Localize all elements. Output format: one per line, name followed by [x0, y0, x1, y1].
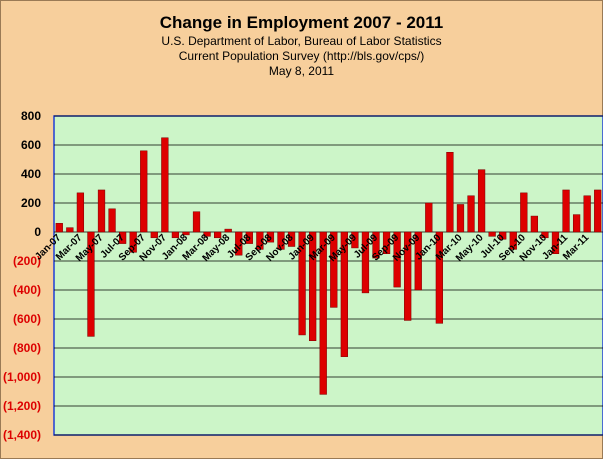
bar-apr-10: [467, 195, 475, 233]
bar-apr-09: [340, 231, 348, 357]
bar-may-09: [351, 231, 359, 249]
bar-oct-09: [404, 231, 412, 321]
bar-jul-10: [499, 231, 507, 240]
bar-aug-08: [256, 231, 264, 250]
y-tick-label: (200): [13, 254, 41, 268]
bar-sep-07: [140, 150, 148, 233]
bar-dec-10: [551, 231, 560, 254]
y-tick-label: 0: [34, 225, 41, 239]
bar-mar-09: [330, 231, 338, 308]
bar-dec-07: [171, 231, 180, 239]
chart-subtitle-date: May 8, 2011: [268, 64, 335, 78]
bar-apr-08: [214, 231, 222, 239]
bar-nov-08: [287, 231, 296, 247]
bar-feb-09: [319, 231, 327, 395]
y-tick-label: (1,200): [3, 399, 41, 413]
bar-sep-09: [393, 231, 401, 288]
bar-jun-07: [108, 208, 116, 233]
bar-feb-08: [192, 211, 201, 233]
bars: [55, 137, 602, 395]
bar-jan-10: [435, 231, 443, 324]
bar-aug-07: [129, 231, 137, 253]
bar-nov-09: [414, 231, 422, 291]
chart-title: Change in Employment 2007 - 2011: [159, 13, 444, 32]
bar-apr-11: [594, 189, 602, 233]
bar-aug-10: [509, 231, 517, 250]
y-axis-ticks: 800 600 400 200 0 (200) (400) (600) (800) (1,000)…: [3, 109, 41, 442]
y-tick-label: (400): [13, 283, 41, 297]
bar-jul-09: [372, 231, 380, 259]
y-tick-label: 200: [21, 196, 41, 210]
bar-jan-08: [182, 231, 190, 236]
bar-oct-07: [150, 231, 158, 239]
plot-area-fill: [53, 115, 603, 436]
bar-mar-11: [583, 195, 591, 233]
bar-may-08: [224, 228, 232, 233]
bar-feb-07: [66, 227, 74, 233]
y-tick-label: 600: [21, 138, 41, 152]
bar-aug-09: [382, 231, 391, 254]
bar-mar-10: [456, 204, 465, 233]
bar-jan-09: [309, 231, 317, 341]
bar-apr-07: [87, 231, 95, 337]
chart-subtitle-source: U.S. Department of Labor, Bureau of Labo…: [161, 34, 442, 48]
chart-titles: Change in Employment 2007 - 2011 U.S. De…: [0, 12, 603, 79]
bar-jan-07: [55, 223, 63, 233]
bar-may-10: [477, 169, 486, 233]
bar-mar-07: [76, 192, 85, 233]
bar-oct-10: [530, 215, 539, 233]
bar-dec-09: [425, 202, 433, 233]
y-tick-label: (1,000): [3, 370, 41, 384]
chart-subtitle-survey: Current Population Survey (http://bls.go…: [178, 49, 425, 63]
y-tick-label: 800: [21, 109, 41, 123]
bar-sep-08: [266, 231, 275, 243]
bar-jul-08: [245, 231, 253, 244]
bar-jul-07: [118, 231, 127, 244]
y-tick-label: (1,400): [3, 428, 41, 442]
bar-mar-08: [203, 231, 211, 237]
bar-jun-10: [488, 231, 496, 237]
bar-jan-11: [562, 189, 570, 233]
bar-may-07: [97, 189, 106, 233]
bar-oct-08: [277, 231, 285, 250]
bar-nov-07: [161, 137, 169, 233]
bar-sep-10: [520, 192, 528, 233]
bar-nov-10: [541, 231, 549, 239]
bar-dec-08: [298, 231, 306, 336]
bar-jun-08: [235, 231, 243, 256]
y-tick-label: 400: [21, 167, 41, 181]
bar-feb-11: [572, 214, 581, 233]
bar-jun-09: [361, 231, 370, 294]
bar-feb-10: [446, 152, 454, 233]
plot-area: [53, 115, 603, 436]
y-tick-label: (600): [13, 312, 41, 326]
y-tick-label: (800): [13, 341, 41, 355]
